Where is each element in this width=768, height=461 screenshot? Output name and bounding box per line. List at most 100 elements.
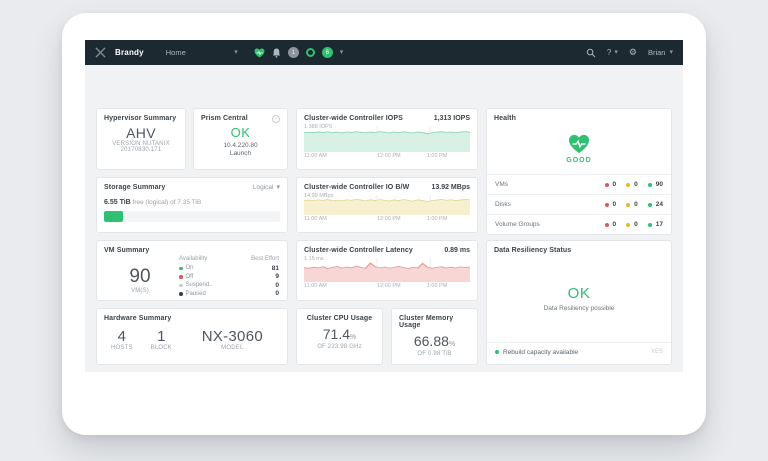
prism-launch-link[interactable]: Launch [229, 150, 252, 157]
card-title: Cluster-wide Controller IO B/W [304, 184, 410, 191]
hosts-count: 4 [117, 328, 126, 345]
good-dot-icon [647, 222, 652, 227]
hosts-label: HOSTS [111, 345, 133, 351]
blocks-count: 1 [157, 328, 166, 345]
vm-row-paused: Paused 0 [179, 290, 279, 299]
resiliency-status: OK [567, 284, 591, 302]
vm-row-value: 81 [271, 264, 279, 272]
card-hypervisor-summary: Hypervisor Summary AHV VERSION NUTANIX 2… [96, 108, 186, 170]
info-icon[interactable]: i [272, 115, 280, 123]
health-heart-icon[interactable] [254, 47, 265, 58]
status-ring-icon[interactable] [305, 48, 315, 57]
x-tick: 12:00 PM [377, 283, 401, 289]
model-name: NX-3060 [201, 328, 263, 345]
good-count: 17 [655, 221, 663, 228]
hypervisor-version-line2: 20170830.171 [120, 147, 162, 153]
off-dot-icon [179, 275, 183, 279]
help-label: ? [606, 48, 612, 57]
user-menu[interactable]: Brian ▾ [648, 48, 673, 57]
blocks-label: BLOCK [150, 345, 173, 351]
warning-dot-icon [626, 202, 631, 207]
health-row-volume-groups[interactable]: Volume Groups 0 0 17 [487, 214, 671, 234]
card-title: Cluster-wide Controller IOPS [304, 115, 403, 122]
vm-row-suspend: Suspend.. 0 [179, 281, 279, 290]
settings-gear-icon[interactable]: ⚙ [628, 47, 637, 57]
vm-row-label: Paused [185, 290, 206, 297]
vm-row-label: Suspend.. [185, 282, 213, 289]
card-title: Data Resiliency Status [494, 247, 572, 254]
resiliency-footer-row[interactable]: Rebuild capacity available YES [487, 342, 671, 361]
device-frame: Brandy Home ▾ 1 6 [62, 13, 706, 435]
vm-row-label: Off [185, 273, 194, 280]
notifications-bell-icon[interactable] [272, 48, 281, 58]
iobw-x-axis: 11:00 AM 12:00 PM 1:00 PM [304, 216, 470, 224]
search-icon[interactable] [586, 48, 596, 58]
iobw-sparkline [304, 195, 470, 215]
rebuild-capacity-value: YES [650, 349, 663, 355]
memory-usage-value: 66.88% [414, 333, 455, 351]
cpu-usage-value: 71.4% [323, 326, 356, 344]
cluster-name: Brandy [115, 48, 144, 57]
model-label: MODEL [221, 345, 244, 351]
card-title: Cluster Memory Usage [399, 315, 454, 329]
alerts-badge[interactable]: 1 [287, 47, 299, 58]
x-tick: 11:00 AM [304, 153, 327, 159]
latency-x-axis: 11:00 AM 12:00 PM 1:00 PM [304, 283, 470, 291]
vm-row-label: On [185, 265, 194, 272]
health-row-label: Disks [495, 201, 511, 208]
suspend-dot-icon [179, 283, 183, 287]
storage-usage-bar [104, 211, 280, 222]
health-row-counts: 0 0 17 [604, 221, 663, 228]
prism-ip: 10.4.220.80 [223, 142, 258, 149]
iobw-chart: 14.99 MBps [304, 193, 470, 215]
memory-percent: 66.88 [413, 333, 449, 349]
iops-ymax-label: 1,388 IOPS [304, 124, 333, 130]
storage-usage-fill [104, 211, 124, 222]
storage-filter-dropdown[interactable]: Logical ▾ [253, 184, 280, 191]
card-cpu-usage: Cluster CPU Usage 71.4% OF 223.98 GHz [296, 308, 383, 365]
nutanix-x-logo-icon[interactable] [95, 47, 106, 58]
critical-count: 0 [612, 201, 617, 208]
prism-status: OK [230, 125, 251, 140]
vm-col-availability: Availability [179, 256, 208, 262]
iops-sparkline [304, 126, 470, 152]
memory-percent-unit: % [448, 341, 456, 348]
card-controller-iops: Cluster-wide Controller IOPS 1,313 IOPS … [296, 108, 478, 170]
storage-free-line: 6.55 TiB free (logical) of 7.35 TiB [97, 191, 287, 206]
card-controller-latency: Cluster-wide Controller Latency 0.89 ms … [296, 240, 478, 301]
cpu-percent-unit: % [350, 334, 357, 341]
storage-filter-label: Logical [252, 184, 274, 191]
card-title: Cluster-wide Controller Latency [304, 247, 413, 254]
health-status: GOOD [566, 157, 592, 164]
iobw-current-value: 13.92 MBps [431, 184, 470, 191]
tasks-badge[interactable]: 6 [321, 47, 333, 58]
x-tick: 12:00 PM [377, 216, 401, 222]
vm-count: 90 [129, 266, 151, 287]
warning-count: 0 [634, 221, 638, 228]
latency-ymax-label: 1.15 ms [304, 256, 324, 262]
model-stat: NX-3060 MODEL [202, 328, 277, 351]
vm-row-off: Off 9 [179, 273, 279, 282]
help-menu[interactable]: ? ▾ [607, 48, 618, 57]
critical-dot-icon [604, 222, 609, 227]
topbar-left: Brandy Home ▾ 1 6 [95, 47, 343, 58]
critical-dot-icon [604, 182, 609, 187]
warning-count: 0 [634, 201, 638, 208]
latency-sparkline [304, 258, 470, 282]
card-memory-usage: Cluster Memory Usage 66.88% OF 0.98 TiB [391, 308, 478, 365]
vm-availability-table: Availability Best Effort On 81 Off 9 [179, 256, 279, 298]
resiliency-subtitle: Data Resiliency possible [543, 304, 615, 312]
chevron-down-icon: ▾ [276, 184, 280, 191]
cpu-percent: 71.4 [322, 326, 350, 342]
health-row-vms[interactable]: VMs 0 0 90 [487, 174, 671, 194]
good-dot-icon [647, 202, 652, 207]
storage-free-label: free (logical) of [132, 199, 176, 206]
vm-count-label: VM(S) [131, 288, 149, 294]
card-storage-summary: Storage Summary Logical ▾ 6.55 TiB free … [96, 177, 288, 233]
health-row-counts: 0 0 24 [604, 201, 663, 208]
health-row-disks[interactable]: Disks 0 0 24 [487, 194, 671, 214]
chevron-down-icon: ▾ [234, 49, 238, 56]
home-menu-dropdown[interactable]: Home ▾ [166, 48, 238, 57]
vm-count-block: 90 VM(S) [101, 256, 179, 298]
tasks-chevron-down-icon[interactable]: ▾ [339, 49, 344, 56]
